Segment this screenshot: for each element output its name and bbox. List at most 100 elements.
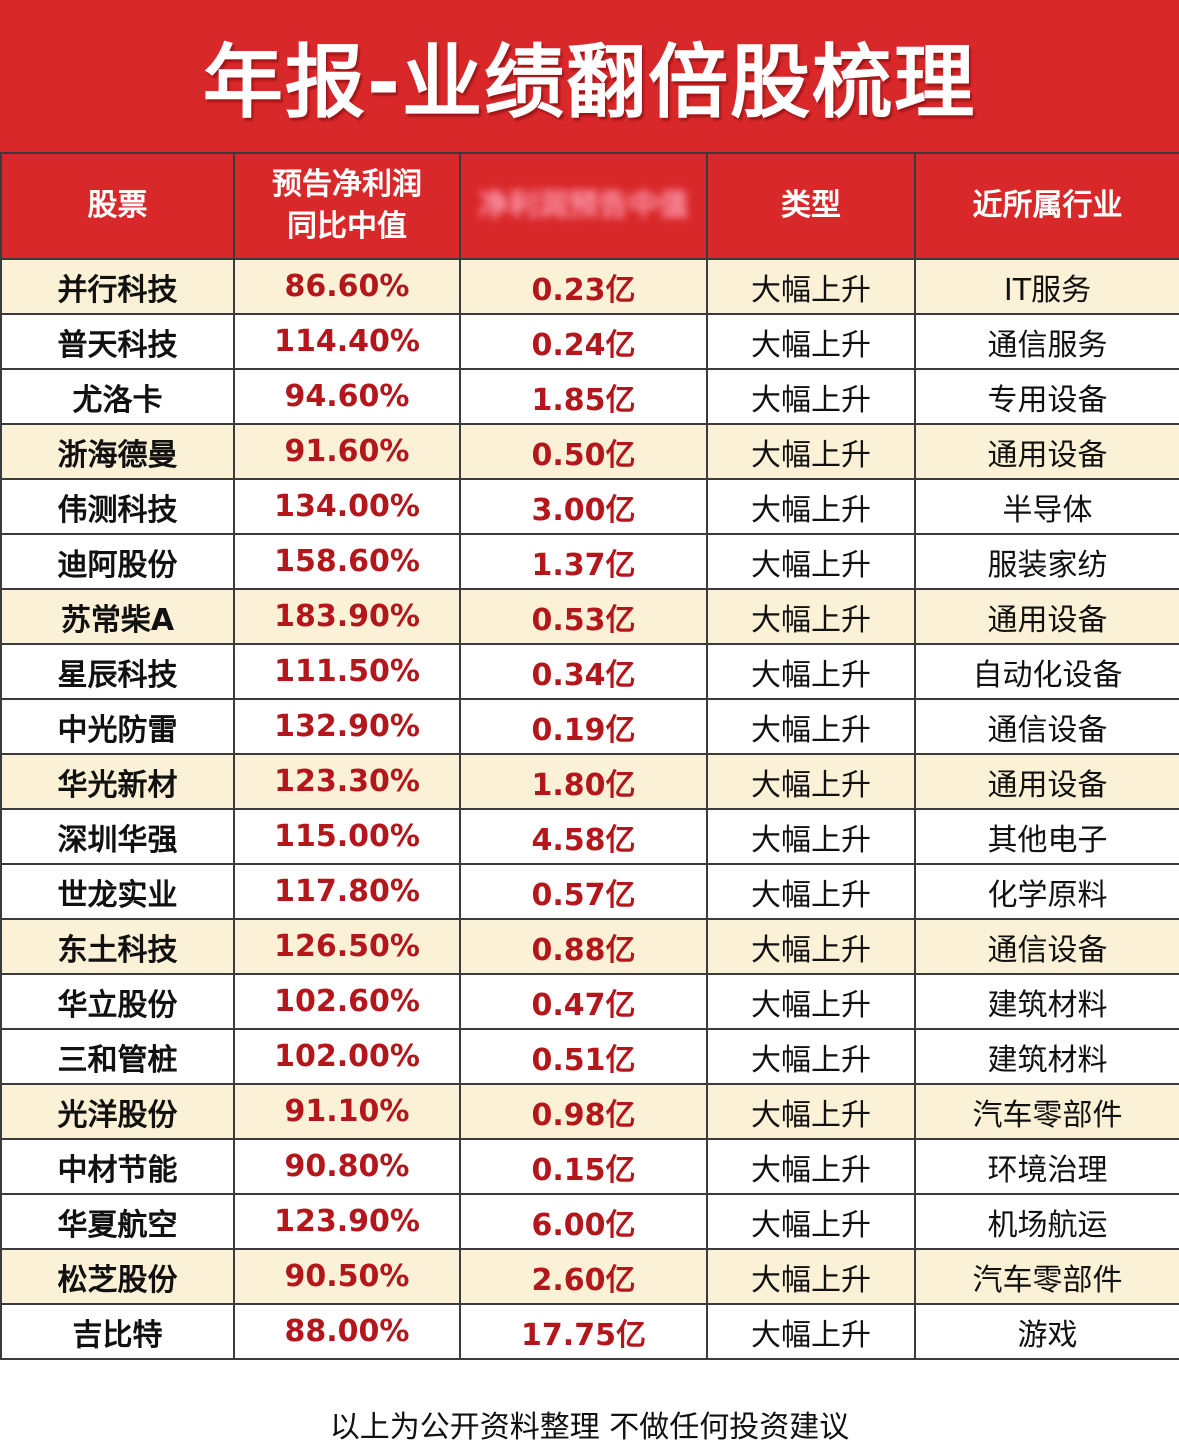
type-cell: 大幅上升: [706, 478, 916, 535]
industry-cell: 通用设备: [914, 753, 1179, 810]
header-growth-line1: 预告净利润: [272, 167, 422, 202]
header-stock: 股票: [0, 152, 235, 260]
stock-name-cell: 迪阿股份: [0, 533, 235, 590]
title-banner: 年报-业绩翻倍股梳理: [0, 0, 1179, 152]
stock-name-cell: 华立股份: [0, 973, 235, 1030]
industry-cell: 汽车零部件: [914, 1083, 1179, 1140]
growth-cell: 123.90%: [233, 1193, 461, 1250]
stock-name-cell: 尤洛卡: [0, 368, 235, 425]
amount-cell: 0.57亿: [459, 863, 708, 920]
table-row: 并行科技 86.60% 0.23亿 大幅上升 IT服务: [0, 258, 1179, 315]
stock-name-cell: 并行科技: [0, 258, 235, 315]
industry-cell: 建筑材料: [914, 1028, 1179, 1085]
growth-cell: 111.50%: [233, 643, 461, 700]
industry-cell: 服装家纺: [914, 533, 1179, 590]
table-body: 并行科技 86.60% 0.23亿 大幅上升 IT服务 普天科技 114.40% 0.24亿大…: [0, 258, 1179, 1360]
industry-cell: 专用设备: [914, 368, 1179, 425]
header-growth: 预告净利润 同比中值: [233, 152, 461, 260]
growth-cell: 102.60%: [233, 973, 461, 1030]
growth-cell: 126.50%: [233, 918, 461, 975]
stock-name-cell: 世龙实业: [0, 863, 235, 920]
table-row: 浙海德曼 91.60% 0.50亿 大幅上升 通用设备: [0, 423, 1179, 480]
stock-name-cell: 浙海德曼: [0, 423, 235, 480]
table-row: 中材节能 90.80% 0.15亿 大幅上升 环境治理: [0, 1138, 1179, 1195]
table-row: 世龙实业 117.80% 0.57亿 大幅上升 化学原料: [0, 863, 1179, 920]
industry-cell: 通信设备: [914, 918, 1179, 975]
table-row: 中光防雷 132.90% 0.19亿 大幅上升 通信设备: [0, 698, 1179, 755]
amount-cell: 6.00亿: [459, 1193, 708, 1250]
industry-cell: 游戏: [914, 1303, 1179, 1360]
industry-cell: 机场航运: [914, 1193, 1179, 1250]
table-row: 华夏航空 123.90% 6.00亿 大幅上升 机场航运: [0, 1193, 1179, 1250]
type-cell: 大幅上升: [706, 698, 916, 755]
amount-cell: 1.85亿: [459, 368, 708, 425]
growth-cell: 91.60%: [233, 423, 461, 480]
industry-cell: 汽车零部件: [914, 1248, 1179, 1305]
growth-cell: 91.10%: [233, 1083, 461, 1140]
stock-name-cell: 松芝股份: [0, 1248, 235, 1305]
type-cell: 大幅上升: [706, 1138, 916, 1195]
growth-cell: 90.50%: [233, 1248, 461, 1305]
industry-cell: 环境治理: [914, 1138, 1179, 1195]
header-industry: 近所属行业: [914, 152, 1179, 260]
amount-cell: 0.47亿: [459, 973, 708, 1030]
amount-cell: 3.00亿: [459, 478, 708, 535]
amount-cell: 0.98亿: [459, 1083, 708, 1140]
stock-name-cell: 伟测科技: [0, 478, 235, 535]
growth-cell: 183.90%: [233, 588, 461, 645]
table-row: 华立股份 102.60% 0.47亿 大幅上升 建筑材料: [0, 973, 1179, 1030]
amount-cell: 0.15亿: [459, 1138, 708, 1195]
stock-name-cell: 华夏航空: [0, 1193, 235, 1250]
table-row: 尤洛卡 94.60% 1.85亿 大幅上升 专用设备: [0, 368, 1179, 425]
type-cell: 大幅上升: [706, 1193, 916, 1250]
table-row: 普天科技 114.40% 0.24亿 大幅上升 通信服务: [0, 313, 1179, 370]
growth-cell: 90.80%: [233, 1138, 461, 1195]
type-cell: 大幅上升: [706, 313, 916, 370]
type-cell: 大幅上升: [706, 533, 916, 590]
type-cell: 大幅上升: [706, 1248, 916, 1305]
growth-cell: 94.60%: [233, 368, 461, 425]
amount-cell: 0.34亿: [459, 643, 708, 700]
amount-cell: 0.51亿: [459, 1028, 708, 1085]
type-cell: 大幅上升: [706, 588, 916, 645]
amount-cell: 0.53亿: [459, 588, 708, 645]
header-blurred-text: 净利润预告中值: [478, 188, 689, 223]
amount-cell: 4.58亿: [459, 808, 708, 865]
stock-name-cell: 华光新材: [0, 753, 235, 810]
table-row: 三和管桩 102.00% 0.51亿 大幅上升 建筑材料: [0, 1028, 1179, 1085]
type-cell: 大幅上升: [706, 1028, 916, 1085]
industry-cell: 通用设备: [914, 423, 1179, 480]
amount-cell: 1.80亿: [459, 753, 708, 810]
table-row: 深圳华强 115.00% 4.58亿 大幅上升 其他电子: [0, 808, 1179, 865]
table-row: 星辰科技 111.50% 0.34亿 大幅上升 自动化设备: [0, 643, 1179, 700]
growth-cell: 134.00%: [233, 478, 461, 535]
growth-cell: 102.00%: [233, 1028, 461, 1085]
table-row: 松芝股份 90.50% 2.60亿 大幅上升 汽车零部件: [0, 1248, 1179, 1305]
stock-name-cell: 中材节能: [0, 1138, 235, 1195]
industry-cell: 通信服务: [914, 313, 1179, 370]
amount-cell: 0.23亿: [459, 258, 708, 315]
growth-cell: 158.60%: [233, 533, 461, 590]
type-cell: 大幅上升: [706, 368, 916, 425]
page-title: 年报-业绩翻倍股梳理: [202, 36, 977, 129]
growth-cell: 132.90%: [233, 698, 461, 755]
table-row: 伟测科技 134.00% 3.00亿 大幅上升 半导体: [0, 478, 1179, 535]
header-type: 类型: [706, 152, 916, 260]
amount-cell: 1.37亿: [459, 533, 708, 590]
table-row: 吉比特 88.00% 17.75亿 大幅上升 游戏: [0, 1303, 1179, 1360]
stock-name-cell: 吉比特: [0, 1303, 235, 1360]
stock-name-cell: 星辰科技: [0, 643, 235, 700]
amount-cell: 0.88亿: [459, 918, 708, 975]
header-growth-line2: 同比中值: [287, 209, 407, 244]
amount-cell: 17.75亿: [459, 1303, 708, 1360]
type-cell: 大幅上升: [706, 973, 916, 1030]
industry-cell: 化学原料: [914, 863, 1179, 920]
type-cell: 大幅上升: [706, 1303, 916, 1360]
type-cell: 大幅上升: [706, 258, 916, 315]
stock-name-cell: 三和管桩: [0, 1028, 235, 1085]
table-header-row: 股票 预告净利润 同比中值 净利润预告中值 类型 近所属行业: [0, 152, 1179, 260]
type-cell: 大幅上升: [706, 643, 916, 700]
earnings-table: 股票 预告净利润 同比中值 净利润预告中值 类型 近所属行业 并行科技 86.60…: [0, 152, 1179, 1360]
table-row: 苏常柴A 183.90% 0.53亿 大幅上升 通用设备: [0, 588, 1179, 645]
footer-disclaimer: 以上为公开资料整理 不做任何投资建议: [0, 1398, 1179, 1450]
